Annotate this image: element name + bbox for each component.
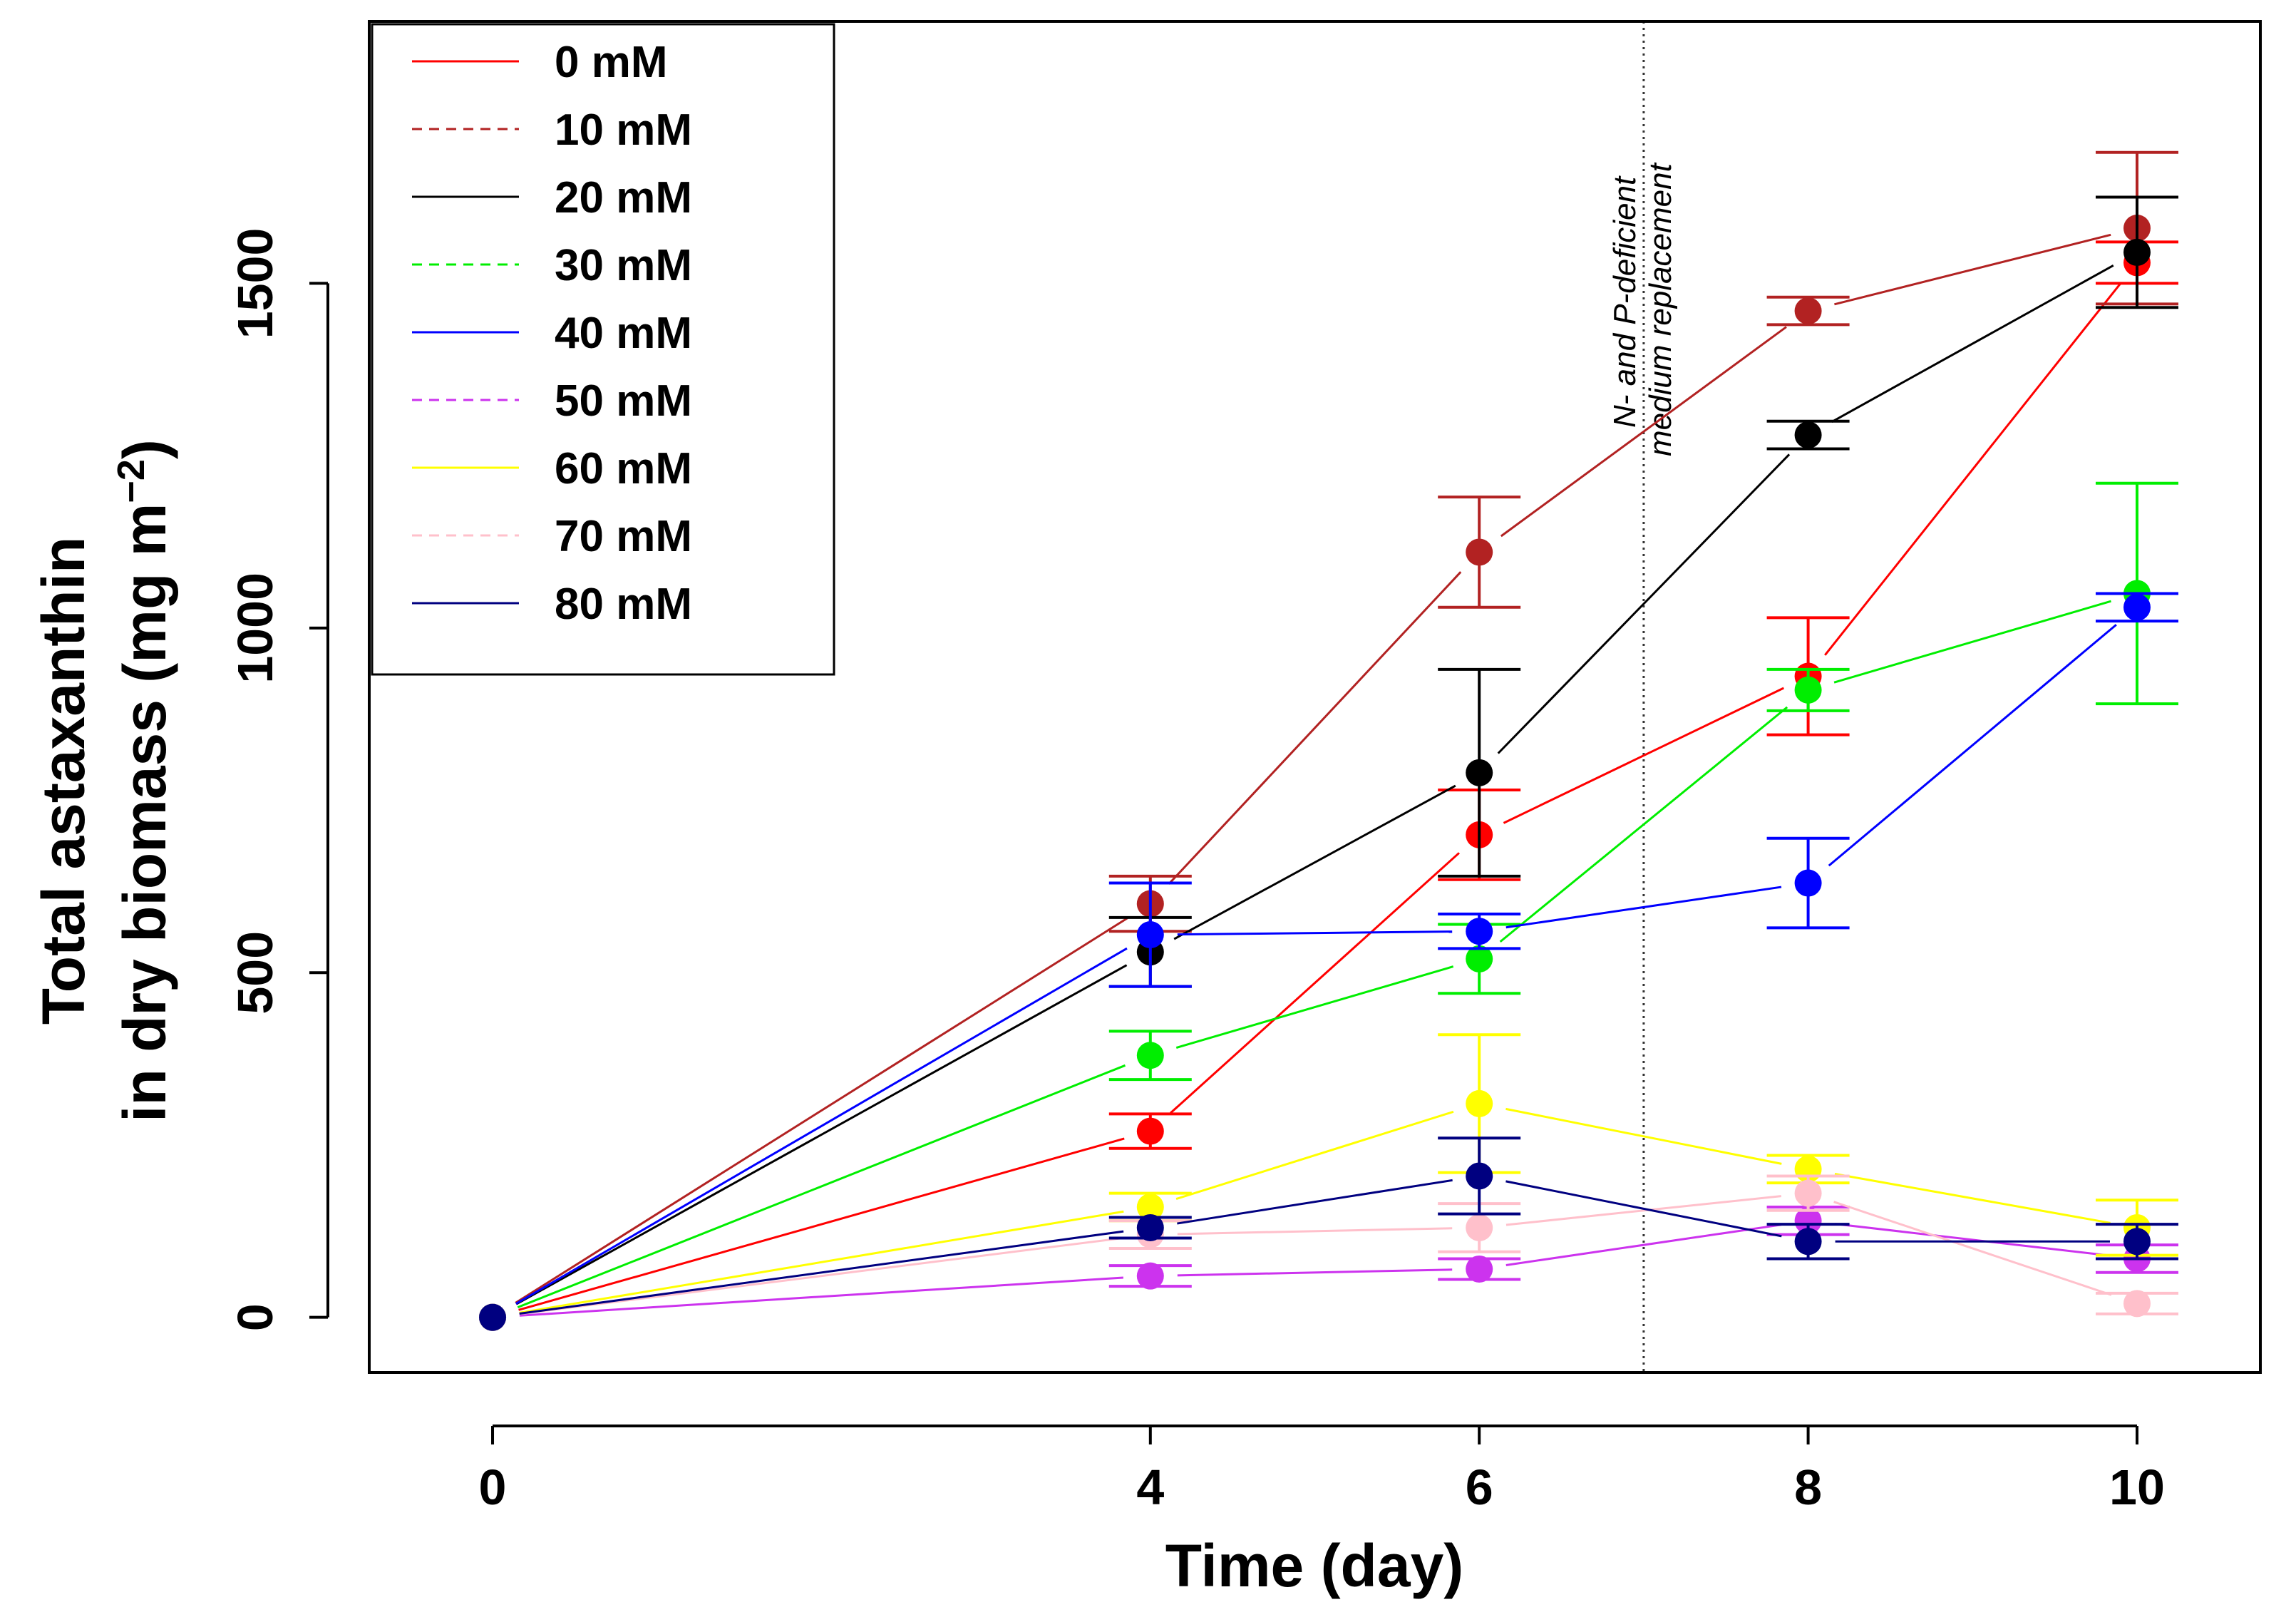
series-50mm: [479, 1205, 2178, 1331]
legend-label-0mm: 0 mM: [555, 38, 667, 87]
legend: 0 mM 10 mM 20 mM 30 mM 40 mM 50 mM 60 mM 70 mM 8…: [371, 23, 835, 676]
series-line-60mm: [1505, 1107, 1782, 1165]
series-line-20mm: [1173, 784, 1456, 940]
legend-label-70mm: 70 mM: [555, 512, 692, 561]
data-point-50mm: [1794, 1207, 1822, 1235]
y-tick-label: 1000: [227, 573, 283, 684]
series-line-80mm: [519, 1230, 1124, 1315]
plot-frame: [368, 20, 2262, 1374]
y-axis-title-line1: Total astaxanthin: [30, 537, 97, 1025]
data-point-50mm: [1136, 1262, 1164, 1290]
series-line-50mm: [1505, 1223, 1782, 1266]
data-point-40mm: [1466, 918, 1493, 945]
series-line-10mm: [1834, 233, 2111, 306]
series-line-20mm: [1497, 453, 1791, 754]
series-line-10mm: [1168, 571, 1462, 885]
data-point-40mm: [2123, 593, 2151, 621]
x-tick-label: 8: [1794, 1459, 1822, 1515]
data-point-80mm: [1794, 1228, 1822, 1256]
annotation-line1: N- and P-deficient: [1607, 175, 1642, 428]
y-tick-label: 1500: [227, 228, 283, 339]
series-line-60mm: [1175, 1110, 1454, 1200]
y-axis-title-prefix: in dry biomass (mg m: [111, 503, 178, 1122]
series-line-40mm: [515, 947, 1128, 1305]
series-line-50mm: [519, 1276, 1123, 1317]
data-point-60mm: [1136, 1193, 1164, 1221]
legend-label-20mm: 20 mM: [555, 173, 692, 222]
data-point-30mm: [1466, 945, 1493, 972]
series-line-30mm: [1499, 706, 1788, 943]
x-axis-title: Time (day): [1165, 1532, 1464, 1599]
y-axis-title-sup: −2: [110, 459, 153, 503]
data-point-70mm: [1794, 1179, 1822, 1207]
data-point-30mm: [1794, 676, 1822, 704]
data-point-70mm: [1466, 1213, 1493, 1241]
series-line-40mm: [1177, 930, 1453, 936]
series-line-70mm: [1505, 1195, 1781, 1226]
series-line-80mm: [1177, 1179, 1453, 1225]
series-line-0mm: [1170, 852, 1460, 1114]
series-line-60mm: [1834, 1172, 2111, 1224]
legend-label-50mm: 50 mM: [555, 376, 692, 426]
data-point-20mm: [2123, 238, 2151, 266]
data-point-10mm: [1794, 297, 1822, 325]
data-point-50mm: [1466, 1255, 1493, 1283]
series-30mm: [479, 481, 2178, 1331]
data-point-80mm: [479, 1303, 507, 1331]
series-70mm: [479, 1174, 2178, 1331]
data-point-60mm: [1466, 1089, 1493, 1117]
x-tick-label: 10: [2109, 1459, 2165, 1515]
data-point-80mm: [1466, 1162, 1493, 1190]
series-line-20mm: [1831, 265, 2114, 423]
series-line-10mm: [1500, 326, 1787, 538]
legend-label-40mm: 40 mM: [555, 309, 692, 358]
series-line-40mm: [1505, 886, 1782, 929]
data-point-20mm: [1794, 421, 1822, 449]
data-layer: N- and P-deficient medium replacement: [479, 21, 2178, 1372]
data-point-0mm: [1136, 1117, 1164, 1145]
x-tick-label: 0: [479, 1459, 507, 1515]
x-tick-label: 4: [1136, 1459, 1164, 1515]
legend-label-80mm: 80 mM: [555, 580, 692, 629]
data-point-40mm: [1136, 921, 1164, 949]
data-point-80mm: [2123, 1228, 2151, 1256]
series-line-70mm: [1177, 1227, 1453, 1236]
data-point-70mm: [2123, 1290, 2151, 1318]
legend-label-60mm: 60 mM: [555, 444, 692, 493]
x-tick-label: 6: [1466, 1459, 1493, 1515]
series-line-50mm: [1177, 1268, 1453, 1277]
series-line-80mm: [1505, 1180, 1782, 1238]
series-line-30mm: [1833, 600, 2111, 684]
series-line-40mm: [1828, 624, 2117, 867]
data-point-40mm: [1794, 869, 1822, 897]
y-tick-label: 0: [227, 1303, 283, 1331]
data-point-80mm: [1136, 1213, 1164, 1241]
series-line-10mm: [515, 917, 1128, 1304]
y-axis-title-suffix: ): [111, 439, 178, 459]
series-line-70mm: [1833, 1201, 2112, 1296]
y-axis-title-line2: in dry biomass (mg m−2): [110, 439, 178, 1122]
series-line-0mm: [1824, 283, 2121, 656]
series-line-0mm: [518, 1137, 1125, 1311]
series-40mm: [479, 592, 2178, 1331]
series-line-50mm: [1835, 1223, 2111, 1257]
series-line-70mm: [519, 1236, 1124, 1315]
axes-layer: 0 4 6 8 10 0 500 1000 1500: [227, 228, 2165, 1515]
data-point-20mm: [1466, 759, 1493, 786]
annotation-line2: medium replacement: [1643, 162, 1678, 456]
series-line-30mm: [517, 1064, 1126, 1308]
legend-label-30mm: 30 mM: [555, 241, 692, 290]
series-line-60mm: [519, 1210, 1124, 1314]
y-tick-label: 500: [227, 931, 283, 1015]
data-point-10mm: [1466, 538, 1493, 566]
series-line-30mm: [1175, 965, 1454, 1049]
series-line-20mm: [515, 964, 1128, 1305]
data-point-30mm: [1136, 1042, 1164, 1069]
series-80mm: [479, 1136, 2178, 1331]
legend-box: [371, 23, 835, 676]
series-line-0mm: [1503, 687, 1785, 824]
legend-label-10mm: 10 mM: [555, 106, 692, 155]
